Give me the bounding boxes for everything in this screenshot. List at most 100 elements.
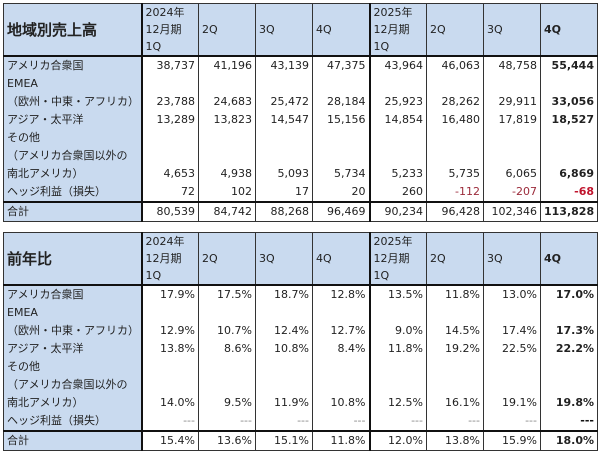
cell: 14,854 <box>368 111 427 129</box>
cell: 96,469 <box>312 201 370 222</box>
cell: 11.8% <box>312 430 370 451</box>
table-title: 前年比 <box>3 232 143 286</box>
cell: 17,819 <box>483 111 541 129</box>
cell: --- <box>483 412 541 431</box>
row-label: ヘッジ利益（損失） <box>3 183 143 202</box>
cell: 12.4% <box>255 304 313 340</box>
table-row-hedge: ヘッジ利益（損失） 72 102 17 20 260 -112 -207 -68 <box>3 183 598 202</box>
table-row-usa: アメリカ合衆国 38,737 41,196 43,139 47,375 43,9… <box>3 56 598 75</box>
cell: 25,472 <box>255 75 313 111</box>
cell: 9.5% <box>198 358 256 412</box>
cell: 43,139 <box>255 56 313 75</box>
cell: 6,065 <box>483 129 541 183</box>
table-title: 地域別売上高 <box>3 3 143 57</box>
cell: 14.5% <box>426 304 484 340</box>
row-label: その他 （アメリカ合衆国以外の 南北アメリカ） <box>3 358 143 412</box>
cell: 12.9% <box>141 304 199 340</box>
column-header-2024-2q: 2Q <box>198 3 256 57</box>
cell: --- <box>540 412 598 431</box>
table-row-asia-pacific: アジア・太平洋 13.8% 8.6% 10.8% 8.4% 11.8% 19.2… <box>3 340 598 358</box>
row-label: アジア・太平洋 <box>3 340 143 358</box>
yoy-growth-table: 前年比 2024年 12月期 1Q 2Q 3Q 4Q 2025年 12月期 1Q 2Q … <box>3 232 598 451</box>
cell: 5,233 <box>368 129 427 183</box>
cell: 13.8% <box>141 340 199 358</box>
cell: 10.8% <box>312 358 370 412</box>
cell: 14.0% <box>141 358 199 412</box>
cell: 13.8% <box>426 430 484 451</box>
cell: 55,444 <box>540 56 598 75</box>
row-label: ヘッジ利益（損失） <box>3 412 143 431</box>
cell: 20 <box>312 183 370 202</box>
cell: 17.5% <box>198 285 256 304</box>
cell: 4,653 <box>141 129 199 183</box>
cell: 38,737 <box>141 56 199 75</box>
cell: 17.4% <box>483 304 541 340</box>
cell-negative: -68 <box>540 183 598 202</box>
table-row-asia-pacific: アジア・太平洋 13,289 13,823 14,547 15,156 14,8… <box>3 111 598 129</box>
cell: 90,234 <box>368 201 427 222</box>
header-row: 前年比 2024年 12月期 1Q 2Q 3Q 4Q 2025年 12月期 1Q 2Q … <box>3 232 598 286</box>
cell: 8.6% <box>198 340 256 358</box>
cell: 13.0% <box>483 285 541 304</box>
row-label: EMEA （欧州・中東・アフリカ） <box>3 304 143 340</box>
cell: 11.8% <box>426 285 484 304</box>
cell: 19.8% <box>540 358 598 412</box>
cell: 18.0% <box>540 430 598 451</box>
column-header-2025-4q: 4Q <box>540 3 598 57</box>
cell: 14,547 <box>255 111 313 129</box>
column-header-2024-2q: 2Q <box>198 232 256 286</box>
row-label: その他 （アメリカ合衆国以外の 南北アメリカ） <box>3 129 143 183</box>
cell: 5,093 <box>255 129 313 183</box>
cell: --- <box>255 412 313 431</box>
cell: 17.3% <box>540 304 598 340</box>
cell: 80,539 <box>141 201 199 222</box>
header-row: 地域別売上高 2024年 12月期 1Q 2Q 3Q 4Q 2025年 12月期 1Q … <box>3 3 598 57</box>
cell: 9.0% <box>368 304 427 340</box>
cell: --- <box>368 412 427 431</box>
row-label: 合計 <box>3 201 143 222</box>
cell: 15.9% <box>483 430 541 451</box>
column-header-2024-1q: 2024年 12月期 1Q <box>141 3 199 57</box>
cell: 24,683 <box>198 75 256 111</box>
regional-sales-table: 地域別売上高 2024年 12月期 1Q 2Q 3Q 4Q 2025年 12月期 1Q … <box>3 3 598 222</box>
table-row-total: 合計 15.4% 13.6% 15.1% 11.8% 12.0% 13.8% 1… <box>3 430 598 451</box>
cell: 11.9% <box>255 358 313 412</box>
column-header-2025-1q: 2025年 12月期 1Q <box>368 232 427 286</box>
cell: 29,911 <box>483 75 541 111</box>
cell-negative: -207 <box>483 183 541 202</box>
table-row-usa: アメリカ合衆国 17.9% 17.5% 18.7% 12.8% 13.5% 11… <box>3 285 598 304</box>
cell: 25,923 <box>368 75 427 111</box>
cell: 48,758 <box>483 56 541 75</box>
cell: --- <box>312 412 370 431</box>
table-row-emea: EMEA （欧州・中東・アフリカ） 23,788 24,683 25,472 28… <box>3 75 598 111</box>
cell: 12.8% <box>312 285 370 304</box>
column-header-2024-3q: 3Q <box>255 3 313 57</box>
cell: 43,964 <box>368 56 427 75</box>
column-header-2024-1q: 2024年 12月期 1Q <box>141 232 199 286</box>
table-row-other-americas: その他 （アメリカ合衆国以外の 南北アメリカ） 14.0% 9.5% 11.9% 1… <box>3 358 598 412</box>
cell: 41,196 <box>198 56 256 75</box>
table-row-hedge: ヘッジ利益（損失） --- --- --- --- --- --- --- --… <box>3 412 598 431</box>
cell: 10.7% <box>198 304 256 340</box>
cell: 13,289 <box>141 111 199 129</box>
cell: 4,938 <box>198 129 256 183</box>
cell: 28,262 <box>426 75 484 111</box>
column-header-2025-2q: 2Q <box>426 232 484 286</box>
column-header-2025-4q: 4Q <box>540 232 598 286</box>
cell: 12.5% <box>368 358 427 412</box>
cell: --- <box>198 412 256 431</box>
cell: 102,346 <box>483 201 541 222</box>
cell: 16.1% <box>426 358 484 412</box>
cell: 10.8% <box>255 340 313 358</box>
cell: 102 <box>198 183 256 202</box>
cell: 17.0% <box>540 285 598 304</box>
row-label: アメリカ合衆国 <box>3 56 143 75</box>
cell: 5,734 <box>312 129 370 183</box>
cell: 96,428 <box>426 201 484 222</box>
cell: 33,056 <box>540 75 598 111</box>
column-header-2024-4q: 4Q <box>312 232 370 286</box>
cell: 15.4% <box>141 430 199 451</box>
table-row-emea: EMEA （欧州・中東・アフリカ） 12.9% 10.7% 12.4% 12.7%… <box>3 304 598 340</box>
column-header-2024-4q: 4Q <box>312 3 370 57</box>
column-header-2025-3q: 3Q <box>483 3 541 57</box>
